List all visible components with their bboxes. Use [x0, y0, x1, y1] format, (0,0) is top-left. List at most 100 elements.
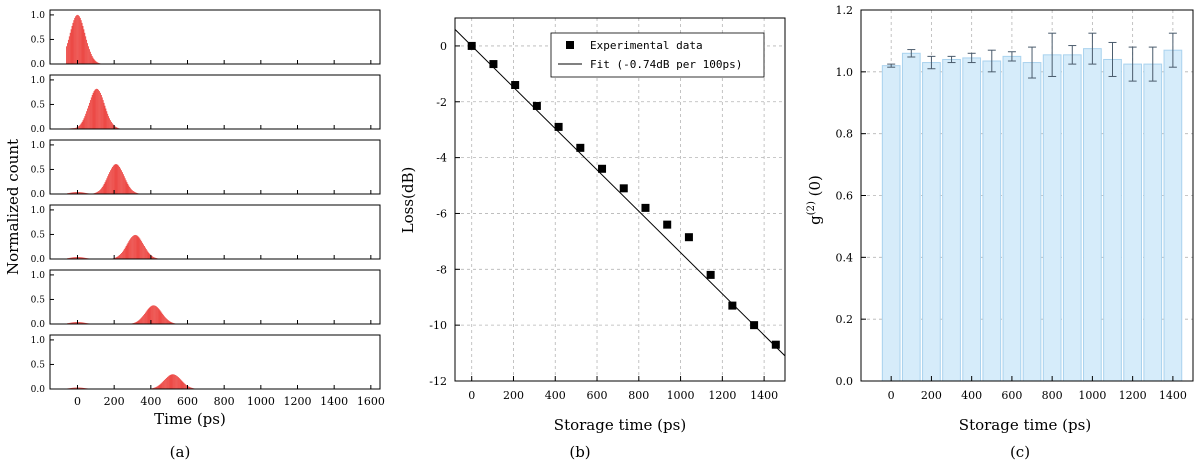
histogram-bar — [179, 378, 181, 389]
y-tick-label: 1.0 — [31, 336, 46, 346]
histogram-bar — [83, 118, 85, 129]
histogram-bar — [109, 172, 110, 194]
histogram-bar — [82, 322, 84, 324]
histogram-bar — [126, 244, 128, 259]
histogram-bar — [142, 316, 143, 324]
histogram-bar — [105, 180, 107, 194]
histogram-bar — [81, 192, 83, 194]
histogram-bar — [167, 376, 169, 389]
histogram-bar — [116, 256, 118, 259]
histogram-bar — [98, 89, 99, 129]
histogram-bar — [80, 322, 82, 324]
histogram-bar — [72, 192, 74, 194]
histogram-bar — [71, 322, 73, 324]
histogram-bar — [80, 123, 82, 129]
histogram-bar — [117, 127, 119, 129]
histogram-bar — [90, 97, 92, 129]
histogram-bar — [183, 382, 185, 389]
data-point — [771, 340, 780, 349]
histogram-bar — [110, 120, 111, 129]
histogram-bar — [153, 256, 154, 259]
histogram-bar — [118, 165, 120, 194]
y-tick-label: 1.0 — [31, 11, 46, 21]
histogram-bar — [172, 322, 174, 324]
histogram-bar — [100, 189, 101, 194]
histogram-bar — [137, 320, 139, 324]
histogram-bar — [93, 91, 95, 129]
histogram-bar — [68, 257, 70, 259]
panel-b: 0 200 400 600 800 1000 1200 1400 0 -2 -4 -6 -8 -10 -12… — [399, 17, 786, 461]
histogram-bar — [111, 166, 113, 194]
histogram-bar — [102, 100, 104, 129]
y-tick-label: -12 — [429, 375, 447, 388]
histogram-bar — [173, 374, 175, 389]
histogram-bar — [132, 190, 133, 194]
histogram-bar — [180, 379, 182, 389]
x-axis-title: Storage time (ps) — [959, 416, 1091, 434]
histogram-bar — [188, 386, 189, 389]
data-point — [728, 301, 737, 310]
histogram-bar — [68, 36, 70, 64]
histogram-bar — [165, 378, 166, 389]
histogram-bar — [120, 168, 121, 194]
histogram-bar — [78, 125, 80, 129]
legend-marker-square — [566, 41, 574, 49]
y-axis-title-superscript: (2) — [806, 201, 817, 215]
histogram-bar — [139, 319, 141, 324]
histogram-bar — [76, 15, 77, 64]
histogram-bar — [83, 29, 85, 64]
histogram-bar — [165, 317, 166, 324]
histogram-bars — [66, 14, 103, 65]
histogram-bar — [83, 192, 85, 194]
histogram-bar — [106, 178, 108, 194]
histogram-bar — [90, 54, 92, 64]
histogram-bar — [150, 306, 152, 324]
histogram-bar — [78, 126, 79, 129]
histogram-bar — [69, 322, 71, 324]
histogram-bar — [168, 375, 170, 389]
y-axis-title: Normalized count — [4, 139, 22, 275]
histogram-bar — [186, 385, 187, 389]
bar — [1143, 63, 1163, 382]
histogram-bar — [72, 22, 74, 65]
histogram-bar — [114, 126, 116, 129]
histogram-bar — [112, 124, 114, 129]
y-tick-label: 0.5 — [31, 230, 46, 240]
histogram-bar — [80, 192, 82, 194]
histogram-bar — [185, 384, 187, 389]
y-tick-label: 0 — [440, 40, 447, 53]
histogram-bar — [80, 387, 82, 389]
histogram-bar — [144, 246, 145, 259]
x-tick-label: 0 — [468, 389, 475, 402]
histogram-bar — [106, 111, 108, 129]
data-point — [576, 143, 585, 152]
histogram-bar — [75, 322, 77, 324]
histogram-bar — [161, 382, 163, 389]
x-tick-label: 800 — [214, 395, 235, 408]
histogram-bar — [124, 178, 126, 194]
histogram-bar — [104, 182, 106, 194]
histogram-bar — [71, 387, 73, 389]
grid — [455, 18, 785, 382]
y-tick-label: 1.0 — [31, 271, 46, 281]
y-tick-label: 0.2 — [836, 313, 854, 326]
histogram-bar — [119, 166, 121, 194]
histogram-bar — [136, 235, 138, 259]
panel-c: 0 200 400 600 800 1000 1200 1400 0.0 0.2 0.4 0.6 0.8… — [806, 4, 1194, 461]
histogram-bar — [169, 375, 171, 389]
histogram-bar — [78, 257, 79, 259]
histogram-bar — [109, 118, 110, 129]
y-tick-label: 1.0 — [31, 141, 46, 151]
legend-box — [550, 32, 765, 78]
histogram-bar — [87, 108, 88, 129]
histogram-bar — [154, 387, 155, 389]
bar — [1002, 55, 1022, 382]
histogram-bar — [149, 254, 151, 259]
histogram-bar — [70, 322, 72, 324]
y-axis-title: Loss(dB) — [399, 167, 417, 234]
subplot-frame — [49, 269, 381, 325]
histogram-bar — [99, 91, 100, 129]
data-point — [684, 233, 693, 242]
histogram-bar — [79, 387, 81, 389]
